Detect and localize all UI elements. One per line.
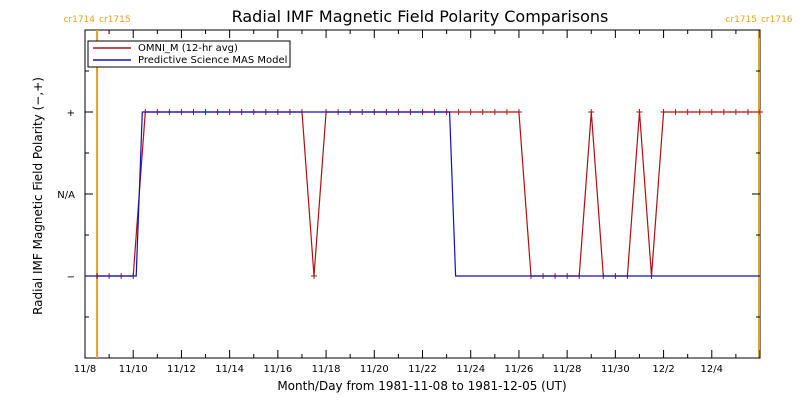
x-tick-label: 12/4: [701, 364, 723, 375]
data-point: [696, 109, 703, 115]
x-tick-label: 11/20: [360, 364, 389, 375]
data-point: [503, 109, 510, 115]
x-tick-label: 11/22: [408, 364, 437, 375]
y-tick-label: +: [67, 108, 75, 119]
carrington-labels: cr1714 cr1715 cr1715 cr1716: [63, 15, 792, 25]
x-tick-label: 11/10: [119, 364, 148, 375]
carrington-label-right: cr1716: [761, 15, 793, 25]
data-point: [684, 109, 691, 115]
plot-frame: [84, 29, 761, 359]
data-point: [491, 109, 498, 115]
x-tick-label: 11/8: [74, 364, 96, 375]
data-point: [660, 109, 667, 115]
data-point: [588, 109, 595, 115]
data-point: [732, 109, 739, 115]
data-point: [467, 109, 474, 115]
legend-label-mas: Predictive Science MAS Model: [138, 55, 287, 66]
x-tick-label: 11/14: [215, 364, 244, 375]
data-point: [757, 109, 763, 115]
legend-label-omni: OMNI_M (12-hr avg): [138, 43, 238, 54]
series-line-1: [85, 111, 760, 277]
x-tick-label: 11/24: [456, 364, 485, 375]
data-point: [744, 109, 751, 115]
carrington-label-left: cr1714: [63, 15, 95, 25]
data-point: [311, 273, 318, 279]
legend-box: [87, 40, 291, 68]
data-point: [455, 109, 462, 115]
chart-title: Radial IMF Magnetic Field Polarity Compa…: [232, 7, 609, 26]
y-axis-label: Radial IMF Magnetic Field Polarity (−,+): [31, 77, 45, 315]
data-point: [515, 109, 522, 115]
x-axis-label: Month/Day from 1981-11-08 to 1981-12-05 …: [277, 379, 566, 393]
x-tick-label: 11/30: [601, 364, 630, 375]
carrington-label-left: cr1715: [725, 15, 757, 25]
x-tick-label: 11/26: [505, 364, 534, 375]
x-axis-ticks: 11/8 11/10 11/12 11/14 11/16 11/18 11/20 11/22 1…: [74, 30, 761, 375]
data-point: [479, 109, 486, 115]
data-point: [708, 109, 715, 115]
plot-area: 11/8 11/10 11/12 11/14 11/16 11/18 11/20 11/22 1…: [57, 29, 763, 375]
x-tick-label: 11/28: [553, 364, 582, 375]
carrington-label-right: cr1715: [99, 15, 131, 25]
data-point: [720, 109, 727, 115]
x-tick-label: 11/18: [312, 364, 341, 375]
series-layer: [85, 109, 763, 279]
x-tick-label: 12/2: [652, 364, 674, 375]
x-tick-label: 11/12: [167, 364, 196, 375]
data-point: [636, 109, 643, 115]
y-tick-label: −: [67, 272, 75, 283]
legend: OMNI_M (12-hr avg) Predictive Science MA…: [87, 40, 291, 68]
y-tick-label: N/A: [57, 190, 75, 201]
x-tick-label: 11/16: [263, 364, 292, 375]
data-point: [672, 109, 679, 115]
